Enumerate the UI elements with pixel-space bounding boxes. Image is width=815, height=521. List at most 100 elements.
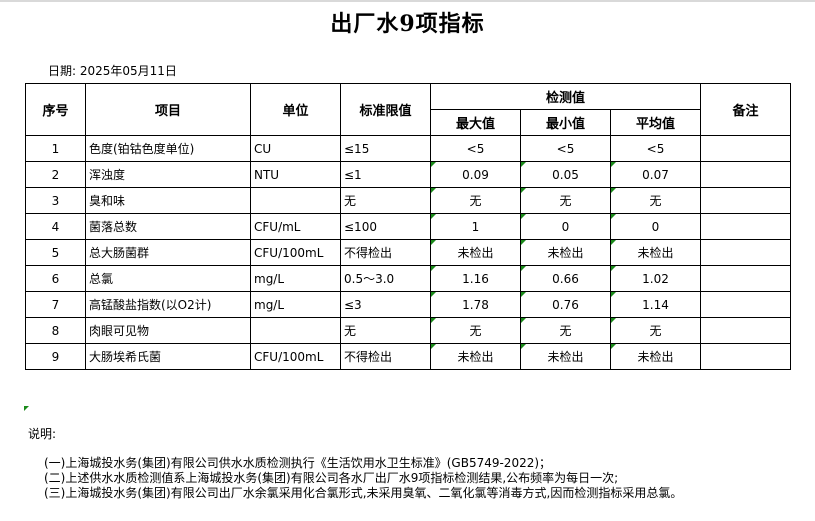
cell-no: 6	[25, 265, 86, 292]
cell-unit: NTU	[250, 161, 341, 188]
cell-unit	[250, 317, 341, 344]
cell-no: 1	[25, 135, 86, 162]
cell-item: 菌落总数	[85, 213, 251, 240]
table-row: 9 大肠埃希氏菌 CFU/100mL 不得检出 未检出 未检出 未检出	[25, 343, 791, 370]
header-max: 最大值	[430, 109, 521, 136]
cell-min: 0.05	[520, 161, 611, 188]
table-row: 2 浑浊度 NTU ≤1 0.09 0.05 0.07	[25, 161, 791, 188]
cell-min: 无	[520, 187, 611, 214]
cell-remark	[700, 213, 791, 240]
table-row: 6 总氯 mg/L 0.5～3.0 1.16 0.66 1.02	[25, 265, 791, 292]
cell-item: 总大肠菌群	[85, 239, 251, 266]
table-row: 8 肉眼可见物无无无无	[25, 317, 791, 344]
cell-avg: 0.07	[610, 161, 701, 188]
cell-max: 无	[430, 317, 521, 344]
cell-no: 5	[25, 239, 86, 266]
cell-no: 7	[25, 291, 86, 318]
header-avg: 平均值	[610, 109, 701, 136]
header-no: 序号	[25, 83, 86, 136]
header-limit: 标准限值	[340, 83, 431, 136]
cell-remark	[700, 291, 791, 318]
cell-unit: mg/L	[250, 265, 341, 292]
cell-item: 浑浊度	[85, 161, 251, 188]
cell-max: 未检出	[430, 239, 521, 266]
cell-limit: 无	[340, 317, 431, 344]
sheet-top-border	[0, 0, 815, 2]
cell-comment-marker	[24, 406, 29, 411]
cell-limit: 不得检出	[340, 239, 431, 266]
cell-limit: 不得检出	[340, 343, 431, 370]
header-min: 最小值	[520, 109, 611, 136]
cell-min: 无	[520, 317, 611, 344]
cell-remark	[700, 265, 791, 292]
header-item: 项目	[85, 83, 251, 136]
cell-min: 未检出	[520, 239, 611, 266]
cell-limit: ≤1	[340, 161, 431, 188]
cell-no: 4	[25, 213, 86, 240]
cell-min: <5	[520, 135, 611, 162]
cell-no: 3	[25, 187, 86, 214]
cell-min: 0.66	[520, 265, 611, 292]
table-row: 4 菌落总数 CFU/mL ≤100 1 0 0	[25, 213, 791, 240]
cell-remark	[700, 239, 791, 266]
cell-remark	[700, 343, 791, 370]
cell-unit: CFU/100mL	[250, 343, 341, 370]
water-quality-table: 序号 项目 单位 标准限值 检测值 备注 最大值 最小值 平均值 1 色度(铂钴色…	[25, 83, 791, 370]
cell-max: <5	[430, 135, 521, 162]
cell-max: 1	[430, 213, 521, 240]
notes: (一)上海城投水务(集团)有限公司供水水质检测执行《生活饮用水卫生标准》(GB5…	[44, 456, 682, 501]
cell-item: 总氯	[85, 265, 251, 292]
cell-limit: 无	[340, 187, 431, 214]
cell-avg: 1.14	[610, 291, 701, 318]
table-row: 3 臭和味无无无无	[25, 187, 791, 214]
cell-limit: 0.5～3.0	[340, 265, 431, 292]
cell-remark	[700, 317, 791, 344]
cell-remark	[700, 187, 791, 214]
header-remark: 备注	[700, 83, 791, 136]
cell-avg: 0	[610, 213, 701, 240]
cell-max: 1.78	[430, 291, 521, 318]
cell-min: 0.76	[520, 291, 611, 318]
header-unit: 单位	[250, 83, 341, 136]
cell-avg: 无	[610, 317, 701, 344]
cell-min: 0	[520, 213, 611, 240]
table-row: 5 总大肠菌群 CFU/100mL 不得检出 未检出 未检出 未检出	[25, 239, 791, 266]
cell-remark	[700, 135, 791, 162]
cell-max: 无	[430, 187, 521, 214]
note-item: (一)上海城投水务(集团)有限公司供水水质检测执行《生活饮用水卫生标准》(GB5…	[44, 456, 552, 470]
cell-unit: CFU/mL	[250, 213, 341, 240]
cell-no: 8	[25, 317, 86, 344]
cell-limit: ≤3	[340, 291, 431, 318]
cell-avg: 未检出	[610, 343, 701, 370]
cell-item: 肉眼可见物	[85, 317, 251, 344]
cell-max: 未检出	[430, 343, 521, 370]
cell-item: 色度(铂钴色度单位)	[85, 135, 251, 162]
cell-avg: 1.02	[610, 265, 701, 292]
cell-unit: CFU/100mL	[250, 239, 341, 266]
cell-max: 0.09	[430, 161, 521, 188]
cell-item: 大肠埃希氏菌	[85, 343, 251, 370]
cell-limit: ≤15	[340, 135, 431, 162]
cell-avg: 无	[610, 187, 701, 214]
note-item: (二)上述供水水质检测值系上海城投水务(集团)有限公司各水厂出厂水9项指标检测结…	[44, 471, 619, 485]
cell-remark	[700, 161, 791, 188]
cell-no: 9	[25, 343, 86, 370]
header-measured: 检测值	[430, 83, 701, 110]
page-title: 出厂水9项指标	[330, 11, 485, 37]
cell-no: 2	[25, 161, 86, 188]
cell-max: 1.16	[430, 265, 521, 292]
cell-item: 高锰酸盐指数(以O2计)	[85, 291, 251, 318]
notes-title: 说明:	[28, 427, 57, 441]
cell-min: 未检出	[520, 343, 611, 370]
cell-limit: ≤100	[340, 213, 431, 240]
cell-unit: mg/L	[250, 291, 341, 318]
table-row: 1 色度(铂钴色度单位) CU ≤15 <5 <5 <5	[25, 135, 791, 162]
cell-avg: <5	[610, 135, 701, 162]
cell-unit: CU	[250, 135, 341, 162]
report-date: 日期: 2025年05月11日	[48, 64, 177, 78]
cell-avg: 未检出	[610, 239, 701, 266]
table-row: 7 高锰酸盐指数(以O2计) mg/L ≤3 1.78 0.76 1.14	[25, 291, 791, 318]
cell-item: 臭和味	[85, 187, 251, 214]
note-item: (三)上海城投水务(集团)有限公司出厂水余氯采用化合氯形式,未采用臭氧、二氧化氯…	[44, 486, 683, 500]
cell-unit	[250, 187, 341, 214]
